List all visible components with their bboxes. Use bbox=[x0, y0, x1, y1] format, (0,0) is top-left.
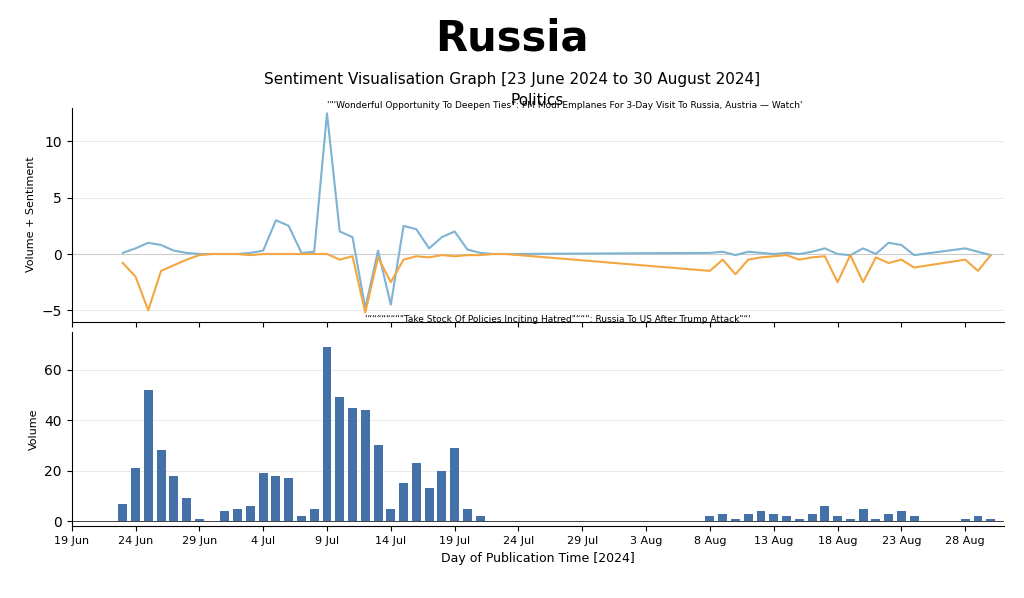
X-axis label: Day of Publication Time [2024]: Day of Publication Time [2024] bbox=[440, 551, 635, 565]
Bar bbox=[718, 514, 727, 521]
Bar bbox=[169, 476, 178, 521]
Text: '"'Wonderful Opportunity To Deepen Ties'': PM Modi Emplanes For 3-Day Visit To R: '"'Wonderful Opportunity To Deepen Ties'… bbox=[327, 101, 803, 110]
Bar bbox=[743, 514, 753, 521]
Bar bbox=[220, 511, 229, 521]
Bar bbox=[706, 516, 715, 521]
Bar bbox=[271, 476, 281, 521]
Bar bbox=[782, 516, 791, 521]
Bar bbox=[795, 518, 804, 521]
Bar bbox=[119, 504, 127, 521]
Bar bbox=[386, 508, 395, 521]
Bar bbox=[425, 489, 433, 521]
Bar bbox=[437, 471, 446, 521]
Bar bbox=[897, 511, 906, 521]
Bar bbox=[182, 499, 191, 521]
Bar bbox=[195, 518, 204, 521]
Bar bbox=[323, 347, 332, 521]
Y-axis label: Volume + Sentiment: Volume + Sentiment bbox=[26, 157, 36, 273]
Bar bbox=[859, 508, 867, 521]
Text: Russia: Russia bbox=[435, 18, 589, 60]
Bar bbox=[986, 518, 995, 521]
Bar bbox=[757, 511, 766, 521]
Bar bbox=[846, 518, 855, 521]
Bar bbox=[233, 508, 242, 521]
Bar bbox=[769, 514, 778, 521]
Bar bbox=[871, 518, 881, 521]
Bar bbox=[285, 478, 293, 521]
Bar bbox=[451, 448, 459, 521]
Text: Sentiment Visualisation Graph [23 June 2024 to 30 August 2024]: Sentiment Visualisation Graph [23 June 2… bbox=[264, 72, 760, 87]
Bar bbox=[961, 518, 970, 521]
Bar bbox=[974, 516, 982, 521]
Bar bbox=[884, 514, 893, 521]
Bar bbox=[463, 508, 472, 521]
Bar bbox=[259, 473, 267, 521]
Y-axis label: Volume: Volume bbox=[29, 408, 39, 450]
Bar bbox=[808, 514, 816, 521]
Bar bbox=[246, 506, 255, 521]
Bar bbox=[157, 450, 166, 521]
Title: Politics: Politics bbox=[511, 93, 564, 108]
Bar bbox=[909, 516, 919, 521]
Bar bbox=[834, 516, 842, 521]
Text: '“““““““"Take Stock Of Policies Inciting Hatred"“““: Russia To US After Trump At: '“““““““"Take Stock Of Policies Inciting… bbox=[366, 315, 751, 324]
Bar bbox=[820, 506, 829, 521]
Bar bbox=[143, 390, 153, 521]
Bar bbox=[412, 463, 421, 521]
Bar bbox=[348, 407, 357, 521]
Bar bbox=[731, 518, 740, 521]
Bar bbox=[360, 410, 370, 521]
Bar bbox=[399, 483, 408, 521]
Bar bbox=[309, 508, 318, 521]
Bar bbox=[374, 446, 383, 521]
Bar bbox=[297, 516, 306, 521]
Bar bbox=[131, 468, 140, 521]
Bar bbox=[335, 398, 344, 521]
Bar bbox=[476, 516, 484, 521]
